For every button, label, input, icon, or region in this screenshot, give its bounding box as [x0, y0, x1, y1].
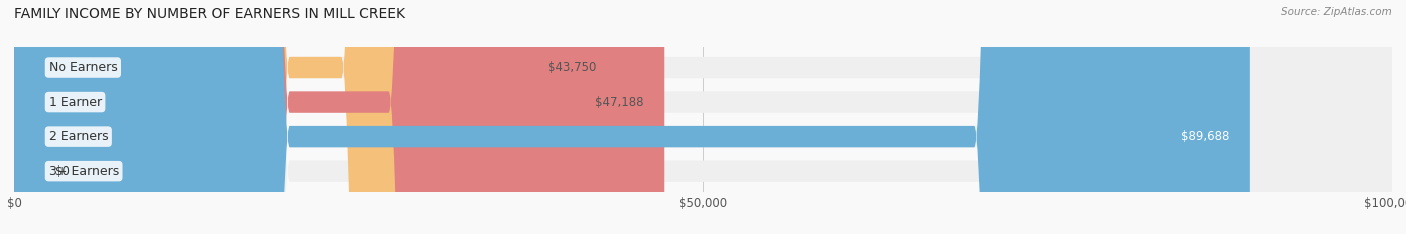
FancyBboxPatch shape — [14, 0, 1392, 234]
Text: $0: $0 — [55, 165, 70, 178]
FancyBboxPatch shape — [14, 0, 1250, 234]
FancyBboxPatch shape — [14, 0, 617, 234]
FancyBboxPatch shape — [14, 0, 1392, 234]
FancyBboxPatch shape — [14, 0, 1392, 234]
Text: $43,750: $43,750 — [548, 61, 596, 74]
Text: FAMILY INCOME BY NUMBER OF EARNERS IN MILL CREEK: FAMILY INCOME BY NUMBER OF EARNERS IN MI… — [14, 7, 405, 21]
Text: No Earners: No Earners — [48, 61, 117, 74]
FancyBboxPatch shape — [14, 0, 664, 234]
Text: Source: ZipAtlas.com: Source: ZipAtlas.com — [1281, 7, 1392, 17]
Text: 3+ Earners: 3+ Earners — [48, 165, 118, 178]
Text: 1 Earner: 1 Earner — [48, 95, 101, 109]
Text: 2 Earners: 2 Earners — [48, 130, 108, 143]
Text: $47,188: $47,188 — [595, 95, 644, 109]
FancyBboxPatch shape — [14, 0, 1392, 234]
Text: $89,688: $89,688 — [1181, 130, 1229, 143]
